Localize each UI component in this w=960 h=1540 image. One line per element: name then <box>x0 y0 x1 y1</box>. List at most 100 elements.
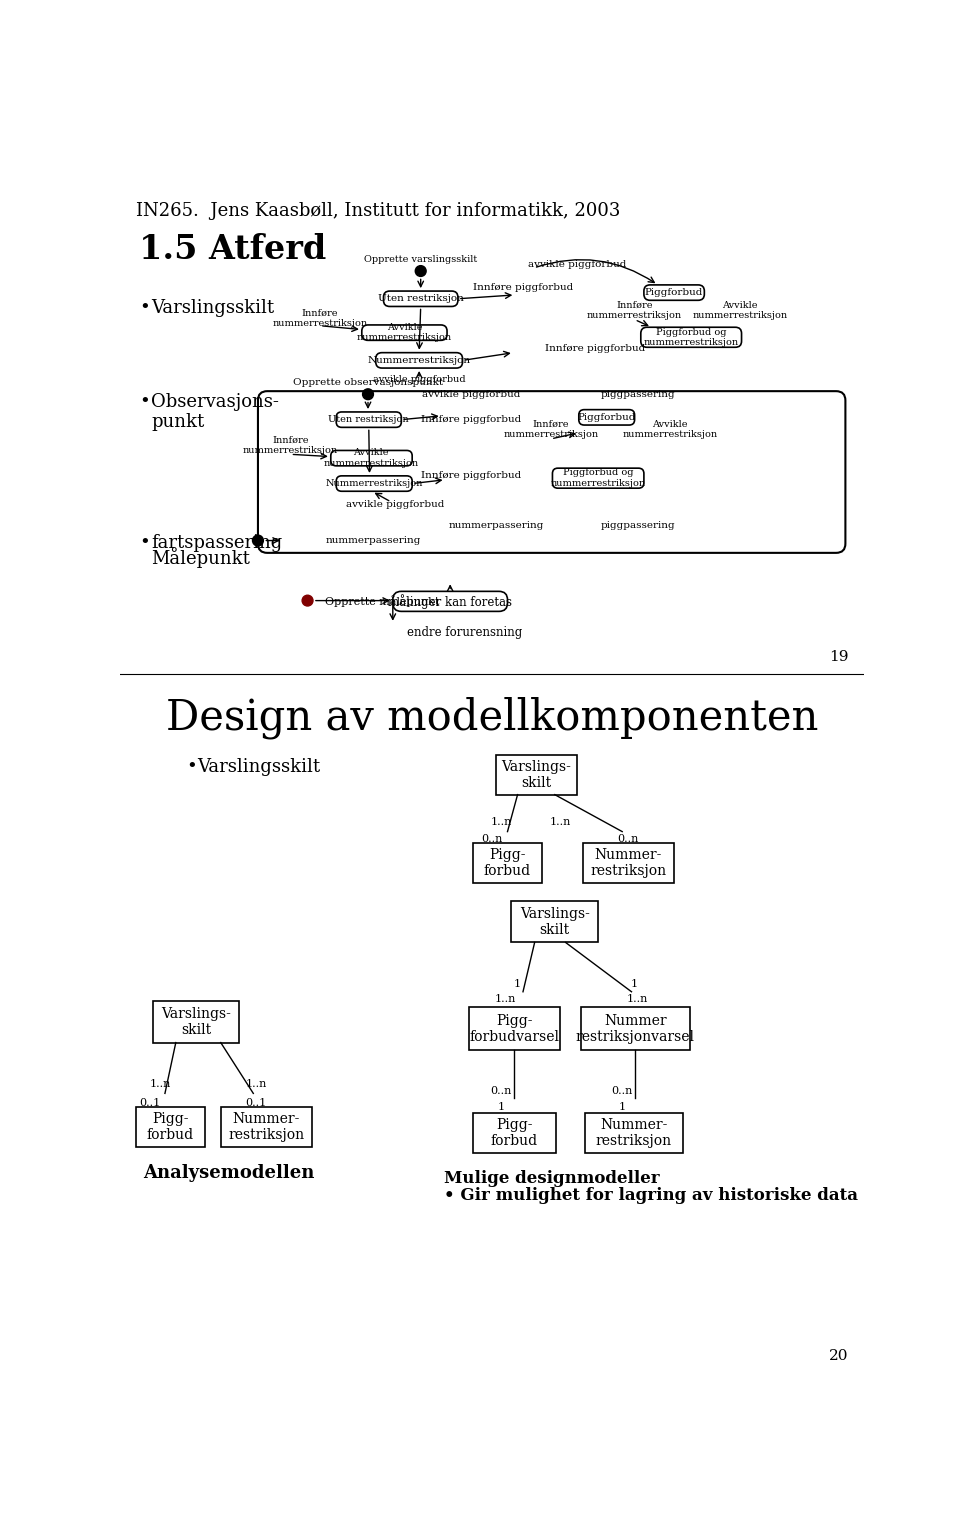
Text: fartspassering: fartspassering <box>151 533 282 551</box>
Text: Nummerrestriksjon: Nummerrestriksjon <box>368 356 470 365</box>
Text: Opprette varslingsskilt: Opprette varslingsskilt <box>364 256 477 263</box>
Text: Uten restriksjon: Uten restriksjon <box>378 294 464 303</box>
Text: Pigg-
forbudvarsel: Pigg- forbudvarsel <box>469 1013 560 1044</box>
Circle shape <box>302 594 313 605</box>
Text: avvikle piggforbud: avvikle piggforbud <box>528 260 627 268</box>
Text: avvikle piggforbud: avvikle piggforbud <box>421 390 520 399</box>
Text: Innføre piggforbud: Innføre piggforbud <box>473 283 573 291</box>
Text: Innføre
nummerrestriksjon: Innføre nummerrestriksjon <box>503 420 598 439</box>
Circle shape <box>363 388 373 399</box>
FancyBboxPatch shape <box>153 1001 239 1043</box>
Text: Mulige designmodeller: Mulige designmodeller <box>444 1170 660 1187</box>
Text: 1..n: 1..n <box>549 818 571 827</box>
FancyBboxPatch shape <box>383 291 458 306</box>
Text: Varslingsskilt: Varslingsskilt <box>151 299 275 317</box>
Text: Varslingsskilt: Varslingsskilt <box>198 758 321 776</box>
Text: Nummer-
restriksjon: Nummer- restriksjon <box>228 1112 304 1143</box>
Text: 1..n: 1..n <box>150 1080 171 1089</box>
Text: 19: 19 <box>829 650 849 664</box>
Text: 1: 1 <box>631 979 638 989</box>
Text: 1: 1 <box>514 979 521 989</box>
Text: Innføre
nummerrestriksjon: Innføre nummerrestriksjon <box>273 308 368 328</box>
FancyBboxPatch shape <box>362 325 447 340</box>
Text: Design av modellkomponenten: Design av modellkomponenten <box>166 696 818 739</box>
Text: Varslings-
skilt: Varslings- skilt <box>519 907 589 936</box>
Text: 1: 1 <box>618 1103 626 1112</box>
Text: Piggforbud: Piggforbud <box>578 413 636 422</box>
Text: endre forurensning: endre forurensning <box>407 627 522 639</box>
Text: Piggforbud og
nummerrestriksjon: Piggforbud og nummerrestriksjon <box>643 328 739 346</box>
Text: Avvikle
nummerrestriksjon: Avvikle nummerrestriksjon <box>357 323 452 342</box>
Text: Observasjons-
punkt: Observasjons- punkt <box>151 393 278 431</box>
Circle shape <box>252 534 263 545</box>
Text: 1..n: 1..n <box>494 995 516 1004</box>
Text: Opprette observasjonspunkt: Opprette observasjonspunkt <box>293 377 444 387</box>
Text: målinger kan foretas: målinger kan foretas <box>388 594 512 608</box>
Text: Varslings-
skilt: Varslings- skilt <box>501 759 571 790</box>
FancyBboxPatch shape <box>221 1107 312 1147</box>
Text: 0..n: 0..n <box>612 1086 633 1096</box>
Text: Avvikle
nummerrestriksjon: Avvikle nummerrestriksjon <box>324 448 419 468</box>
Text: Analysemodellen: Analysemodellen <box>143 1164 315 1183</box>
Text: Nummer-
restriksjon: Nummer- restriksjon <box>590 849 666 878</box>
Text: Piggforbud: Piggforbud <box>645 288 704 297</box>
Text: •: • <box>139 299 150 317</box>
Text: 1: 1 <box>497 1103 505 1112</box>
FancyBboxPatch shape <box>375 353 463 368</box>
Text: Avvikle
nummerrestriksjon: Avvikle nummerrestriksjon <box>692 300 787 320</box>
Text: Innføre
nummerrestriksjon: Innføre nummerrestriksjon <box>243 436 338 454</box>
Text: 0..n: 0..n <box>491 1086 512 1096</box>
Text: 1.5 Atferd: 1.5 Atferd <box>139 233 326 265</box>
Text: nummerpassering: nummerpassering <box>448 522 543 530</box>
Text: Pigg-
forbud: Pigg- forbud <box>147 1112 194 1143</box>
FancyBboxPatch shape <box>393 591 508 611</box>
FancyBboxPatch shape <box>135 1107 205 1147</box>
FancyBboxPatch shape <box>581 1007 689 1050</box>
FancyBboxPatch shape <box>641 326 741 347</box>
FancyBboxPatch shape <box>258 391 846 553</box>
Circle shape <box>416 265 426 276</box>
Text: •: • <box>139 393 150 411</box>
FancyBboxPatch shape <box>585 1112 683 1152</box>
Text: avvikle piggforbud: avvikle piggforbud <box>346 500 444 508</box>
FancyBboxPatch shape <box>336 411 401 427</box>
Text: 20: 20 <box>829 1349 849 1363</box>
Text: Nummer
restriksjonvarsel: Nummer restriksjonvarsel <box>576 1013 695 1044</box>
Text: Innføre piggforbud: Innføre piggforbud <box>420 416 521 424</box>
Text: 0..1: 0..1 <box>139 1098 160 1107</box>
Text: 1..n: 1..n <box>627 995 648 1004</box>
Text: 0..n: 0..n <box>481 835 503 844</box>
Text: avvikle piggforbud: avvikle piggforbud <box>372 376 466 383</box>
Text: 0..1: 0..1 <box>245 1098 266 1107</box>
Text: piggpassering: piggpassering <box>600 390 675 399</box>
Text: Innføre
nummerrestriksjon: Innføre nummerrestriksjon <box>587 300 683 320</box>
Text: Varslings-
skilt: Varslings- skilt <box>161 1007 231 1036</box>
Text: •: • <box>139 533 150 551</box>
Text: Uten restriksjon: Uten restriksjon <box>328 416 409 424</box>
Text: Opprette målepunkt: Opprette målepunkt <box>325 594 440 607</box>
Text: nummerpassering: nummerpassering <box>325 536 420 545</box>
FancyBboxPatch shape <box>552 468 644 488</box>
FancyBboxPatch shape <box>512 901 598 942</box>
Text: 0..n: 0..n <box>617 835 638 844</box>
FancyBboxPatch shape <box>579 410 635 425</box>
Text: Avvikle
nummerrestriksjon: Avvikle nummerrestriksjon <box>623 420 718 439</box>
FancyBboxPatch shape <box>331 450 412 465</box>
Text: Nummer-
restriksjon: Nummer- restriksjon <box>596 1118 672 1147</box>
Text: 1..n: 1..n <box>491 818 512 827</box>
Text: Piggforbud og
nummerrestriksjon: Piggforbud og nummerrestriksjon <box>551 468 646 488</box>
Text: piggpassering: piggpassering <box>600 522 675 530</box>
Text: IN265.  Jens Kaasbøll, Institutt for informatikk, 2003: IN265. Jens Kaasbøll, Institutt for info… <box>135 202 620 220</box>
Text: • Gir mulighet for lagring av historiske data: • Gir mulighet for lagring av historiske… <box>444 1187 858 1204</box>
Text: Pigg-
forbud: Pigg- forbud <box>491 1118 538 1147</box>
FancyBboxPatch shape <box>496 755 577 795</box>
Text: Pigg-
forbud: Pigg- forbud <box>484 849 531 878</box>
FancyBboxPatch shape <box>472 842 542 882</box>
Text: •: • <box>186 758 197 776</box>
Text: 1..n: 1..n <box>246 1080 267 1089</box>
Text: Målepunkt: Målepunkt <box>151 547 250 568</box>
FancyBboxPatch shape <box>472 1112 557 1152</box>
FancyBboxPatch shape <box>468 1007 561 1050</box>
Text: Innføre piggforbud: Innføre piggforbud <box>420 471 521 480</box>
Text: Innføre piggforbud: Innføre piggforbud <box>544 345 645 353</box>
